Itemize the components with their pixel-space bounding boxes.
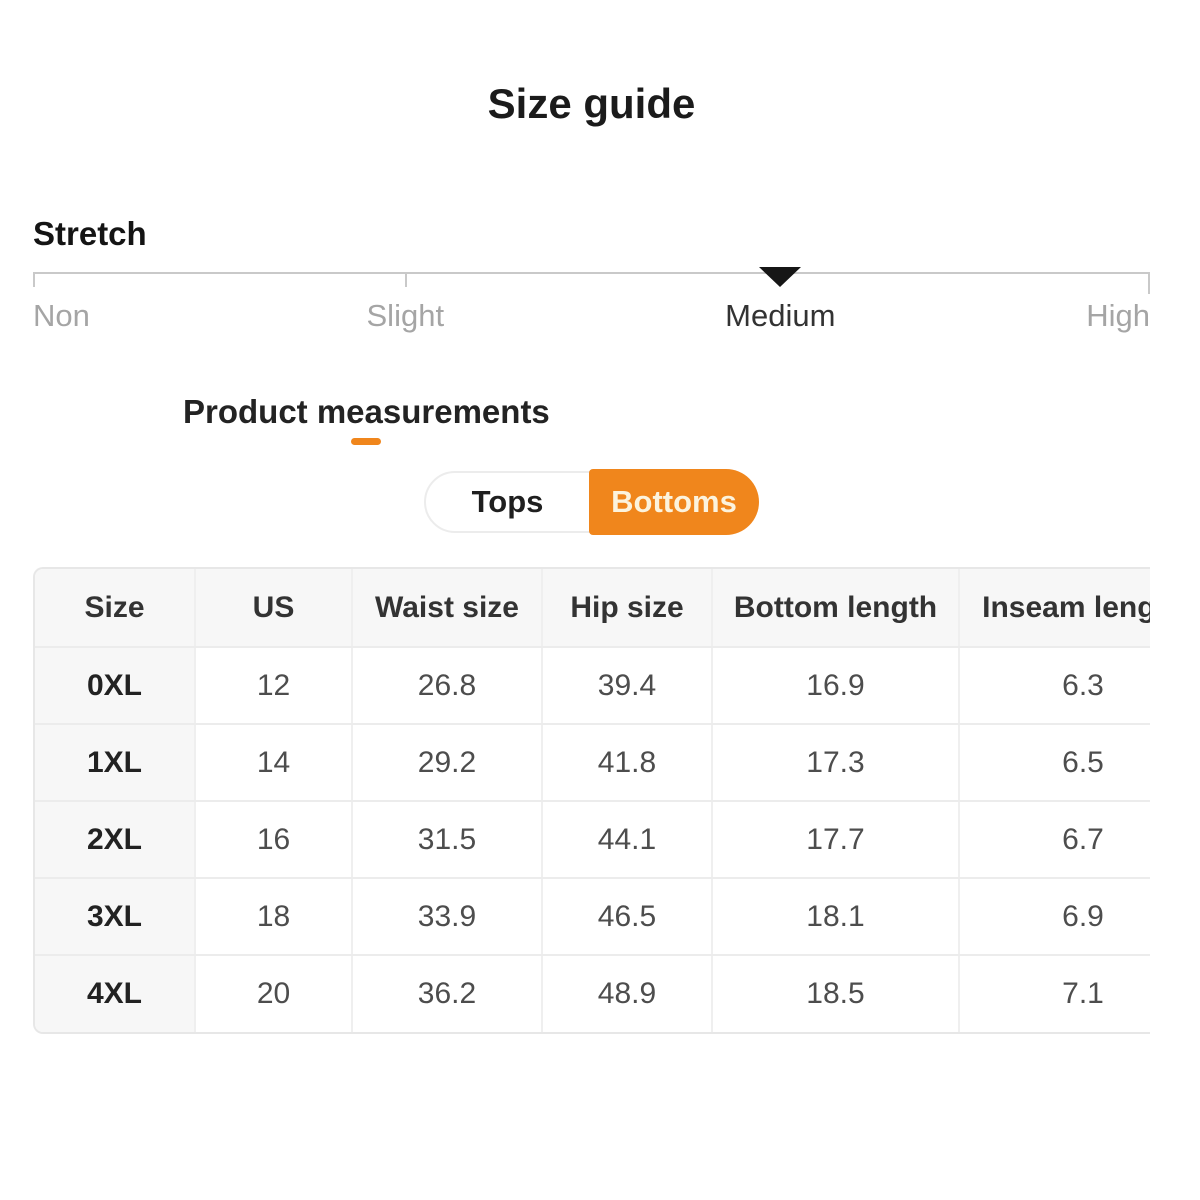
table-header-cell: Inseam length xyxy=(959,569,1150,648)
table-row: 2XL 16 31.5 44.1 17.7 6.7 xyxy=(35,801,1150,879)
category-toggle: Tops Bottoms xyxy=(33,469,1150,535)
table-header-cell: Waist size xyxy=(352,569,543,648)
stretch-label: Stretch xyxy=(33,215,147,252)
value-cell: 17.7 xyxy=(712,801,960,879)
value-cell: 18.5 xyxy=(712,955,960,1032)
value-cell: 41.8 xyxy=(542,724,713,802)
value-cell: 17.3 xyxy=(712,724,960,802)
table-header-cell: US xyxy=(195,569,353,648)
value-cell: 26.8 xyxy=(352,647,543,725)
value-cell: 33.9 xyxy=(352,878,543,956)
product-measurements-section: Product measurements xyxy=(183,392,1150,445)
stretch-tick xyxy=(405,274,408,287)
value-cell: 18.1 xyxy=(712,878,960,956)
size-cell: 0XL xyxy=(35,647,196,725)
page-title: Size guide xyxy=(487,80,696,127)
size-cell: 3XL xyxy=(35,878,196,956)
table-header-cell: Size xyxy=(35,569,196,648)
stretch-tick xyxy=(1148,274,1150,294)
measurements-table: Size US Waist size Hip size Bottom lengt… xyxy=(35,569,1150,1032)
table-header-cell: Bottom length xyxy=(712,569,960,648)
stretch-option-high: High xyxy=(1086,298,1150,333)
size-cell: 4XL xyxy=(35,955,196,1032)
stretch-indicator-triangle-icon xyxy=(759,267,802,287)
size-guide-panel: Size guide Stretch Non Slight Medium Hig… xyxy=(33,80,1150,1034)
value-cell: 6.5 xyxy=(959,724,1150,802)
table-header-row: Size US Waist size Hip size Bottom lengt… xyxy=(35,569,1150,648)
value-cell: 36.2 xyxy=(352,955,543,1032)
value-cell: 12 xyxy=(195,647,353,725)
measurements-table-scroll-area[interactable]: Size US Waist size Hip size Bottom lengt… xyxy=(33,567,1150,1034)
value-cell: 18 xyxy=(195,878,353,956)
size-cell: 1XL xyxy=(35,724,196,802)
value-cell: 44.1 xyxy=(542,801,713,879)
value-cell: 48.9 xyxy=(542,955,713,1032)
value-cell: 7.1 xyxy=(1062,977,1104,1010)
product-measurements-heading: Product measurements xyxy=(183,393,550,430)
value-cell: 14 xyxy=(195,724,353,802)
size-cell: 2XL xyxy=(35,801,196,879)
table-row: 1XL 14 29.2 41.8 17.3 6.5 xyxy=(35,724,1150,802)
table-row: 4XL 20 36.2 48.9 18.5 7.1 xyxy=(35,955,1150,1032)
value-cell: 6.9 xyxy=(959,878,1150,956)
stretch-tick xyxy=(33,274,35,287)
stretch-track xyxy=(33,267,1150,294)
stretch-options: Non Slight Medium High xyxy=(33,298,1150,340)
value-cell: 20 xyxy=(195,955,353,1032)
table-row: 0XL 12 26.8 39.4 16.9 6.3 xyxy=(35,647,1150,725)
value-cell: 29.2 xyxy=(352,724,543,802)
stretch-option-medium-selected: Medium xyxy=(725,298,836,333)
heading-underline-accent xyxy=(351,438,382,445)
table-header-cell: Hip size xyxy=(542,569,713,648)
value-cell: 16.9 xyxy=(712,647,960,725)
stretch-option-non: Non xyxy=(33,298,90,333)
value-cell: 16 xyxy=(195,801,353,879)
stretch-section: Stretch Non Slight Medium High xyxy=(33,212,1150,340)
value-cell: 6.3 xyxy=(959,647,1150,725)
value-cell: 39.4 xyxy=(542,647,713,725)
table-row: 3XL 18 33.9 46.5 18.1 6.9 xyxy=(35,878,1150,956)
value-cell: 46.5 xyxy=(542,878,713,956)
value-cell: 31.5 xyxy=(352,801,543,879)
tab-bottoms[interactable]: Bottoms xyxy=(589,469,759,535)
tab-tops[interactable]: Tops xyxy=(424,471,619,533)
value-cell: 6.7 xyxy=(959,801,1150,879)
stretch-option-slight: Slight xyxy=(366,298,445,333)
